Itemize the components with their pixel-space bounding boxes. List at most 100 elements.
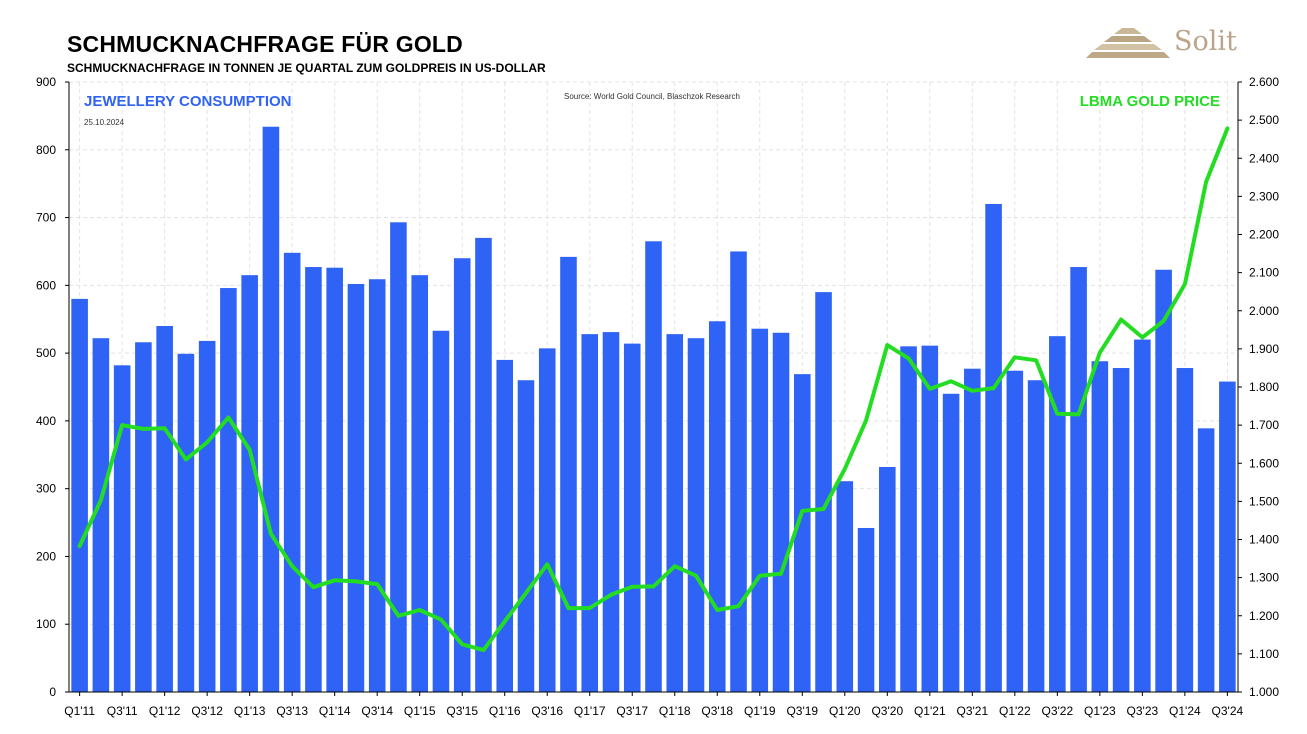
bar	[1134, 339, 1151, 692]
y-right-tick-label: 2.000	[1249, 304, 1279, 318]
y-right-tick-label: 1.200	[1249, 609, 1279, 623]
y-right-tick-label: 1.500	[1249, 494, 1279, 508]
bar	[1027, 380, 1045, 692]
gold-price-line	[77, 126, 1230, 653]
x-tick-label: Q3'24	[1212, 704, 1244, 718]
chart-subtitle: SCHMUCKNACHFRAGE IN TONNEN JE QUARTAL ZU…	[67, 61, 546, 75]
y-right-tick-label: 1.300	[1249, 571, 1279, 585]
solit-logo-icon	[1086, 28, 1170, 58]
bar	[1155, 269, 1172, 692]
bar	[815, 292, 832, 692]
date-label: 25.10.2024	[84, 118, 125, 127]
y-right-tick-label: 2.600	[1249, 75, 1279, 89]
y-left-tick-label: 500	[36, 346, 56, 360]
bar	[71, 298, 88, 692]
x-tick-label: Q3'20	[871, 704, 903, 718]
bar	[645, 241, 662, 692]
y-right-tick-label: 1.100	[1249, 647, 1279, 661]
logo-text: Solit	[1174, 26, 1237, 57]
bar	[475, 237, 492, 692]
x-tick-label: Q1'22	[999, 704, 1031, 718]
bar	[1219, 381, 1236, 692]
bar	[156, 326, 173, 692]
bar	[453, 258, 471, 692]
x-tick-label: Q1'20	[829, 704, 861, 718]
bar	[581, 334, 599, 692]
y-right-tick-label: 1.400	[1249, 533, 1279, 547]
x-tick-label: Q1'15	[404, 704, 436, 718]
bar	[92, 338, 110, 692]
bar	[623, 343, 641, 692]
bar	[857, 527, 875, 692]
bar	[198, 340, 216, 692]
x-tick-label: Q3'23	[1127, 704, 1159, 718]
x-tick-label: Q3'14	[361, 704, 393, 718]
x-tick-label: Q3'18	[701, 704, 733, 718]
bar	[730, 251, 747, 692]
bar	[560, 256, 577, 692]
y-left-tick-label: 200	[36, 549, 56, 563]
y-left-tick-label: 600	[36, 278, 56, 292]
y-right-tick-label: 1.900	[1249, 342, 1279, 356]
bar	[326, 267, 343, 692]
bar	[368, 279, 386, 692]
y-left-tick-label: 300	[36, 482, 56, 496]
bar	[262, 126, 280, 692]
bar	[135, 342, 152, 692]
bar	[666, 334, 684, 692]
x-tick-label: Q3'12	[191, 704, 223, 718]
y-right-tick-label: 1.700	[1249, 418, 1279, 432]
x-tick-label: Q1'14	[319, 704, 351, 718]
x-tick-label: Q1'24	[1169, 704, 1201, 718]
bar	[708, 321, 726, 692]
bar	[305, 267, 322, 692]
bar	[1112, 368, 1130, 692]
x-tick-label: Q1'23	[1084, 704, 1116, 718]
chart-title: SCHMUCKNACHFRAGE FÜR GOLD	[67, 31, 463, 57]
y-right-tick-label: 1.600	[1249, 456, 1279, 470]
y-left-tick-label: 700	[36, 211, 56, 225]
bar	[432, 330, 450, 692]
bar	[1091, 361, 1109, 692]
bar	[772, 332, 790, 692]
bar	[793, 374, 811, 692]
bar	[900, 346, 917, 692]
y-right-tick-label: 1.800	[1249, 380, 1279, 394]
bar	[751, 328, 769, 692]
bar	[1006, 370, 1024, 692]
x-tick-label: Q1'13	[234, 704, 266, 718]
x-tick-label: Q3'17	[616, 704, 648, 718]
bar	[241, 275, 258, 692]
x-tick-label: Q3'19	[786, 704, 818, 718]
bar	[411, 275, 428, 692]
bar	[390, 222, 407, 693]
bar	[921, 345, 939, 692]
x-tick-label: Q3'11	[107, 704, 138, 718]
series-label-gold-price: LBMA GOLD PRICE	[1080, 93, 1220, 110]
x-tick-label: Q1'21	[914, 704, 946, 718]
y-left-tick-label: 800	[36, 143, 56, 157]
x-tick-label: Q3'16	[531, 704, 563, 718]
bar	[687, 338, 705, 692]
x-tick-label: Q1'11	[64, 704, 95, 718]
x-tick-label: Q3'21	[956, 704, 988, 718]
bar	[1070, 267, 1087, 692]
bar	[942, 393, 960, 692]
y-left-tick-label: 0	[49, 685, 56, 699]
bar	[879, 466, 896, 692]
x-tick-label: Q1'16	[489, 704, 521, 718]
x-tick-label: Q3'15	[446, 704, 478, 718]
bar-series	[71, 126, 1236, 693]
y-right-tick-label: 1.000	[1249, 685, 1279, 699]
y-right-tick-label: 2.200	[1249, 228, 1279, 242]
bar	[1049, 336, 1066, 692]
bar	[1197, 428, 1215, 692]
bar	[985, 204, 1002, 692]
y-left-tick-label: 900	[36, 75, 56, 89]
bar	[347, 283, 365, 692]
bar	[538, 348, 556, 692]
x-tick-label: Q3'22	[1042, 704, 1074, 718]
y-right-tick-label: 2.100	[1249, 266, 1279, 280]
y-left-tick-label: 100	[36, 617, 56, 631]
